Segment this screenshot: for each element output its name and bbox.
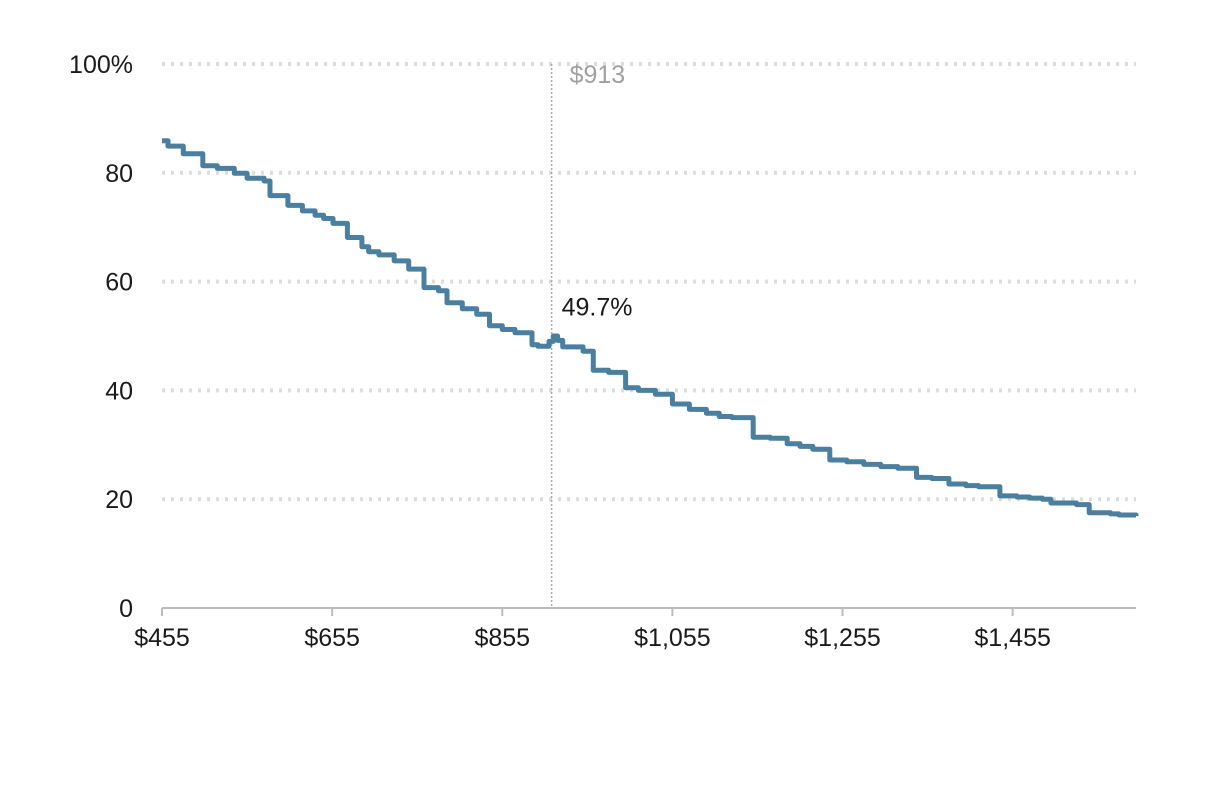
y-tick-label: 100% <box>69 51 133 79</box>
x-tick-label: $1,455 <box>974 624 1050 652</box>
x-axis-labels: $455 $655 $855 $1,055 $1,255 $1,455 <box>134 624 1051 652</box>
x-tick-label: $455 <box>134 624 190 652</box>
reference-label: $913 <box>570 61 626 89</box>
y-tick-label: 0 <box>119 595 133 623</box>
x-tick-label: $1,255 <box>804 624 880 652</box>
x-tick-label: $855 <box>474 624 530 652</box>
grid-lines <box>162 62 1136 502</box>
reference-marker: $913 <box>550 61 626 608</box>
series-line <box>162 138 1139 518</box>
x-tick-label: $1,055 <box>634 624 710 652</box>
y-tick-label: 40 <box>105 377 133 405</box>
y-tick-label: 60 <box>105 269 133 297</box>
y-tick-label: 20 <box>105 486 133 514</box>
point-annotation-label: 49.7% <box>562 294 633 322</box>
x-tick-label: $655 <box>304 624 360 652</box>
y-axis-labels: 0 20 40 60 80 100% <box>69 51 133 623</box>
y-tick-label: 80 <box>105 160 133 188</box>
series-layer <box>162 138 1139 518</box>
x-axis <box>161 607 1136 616</box>
